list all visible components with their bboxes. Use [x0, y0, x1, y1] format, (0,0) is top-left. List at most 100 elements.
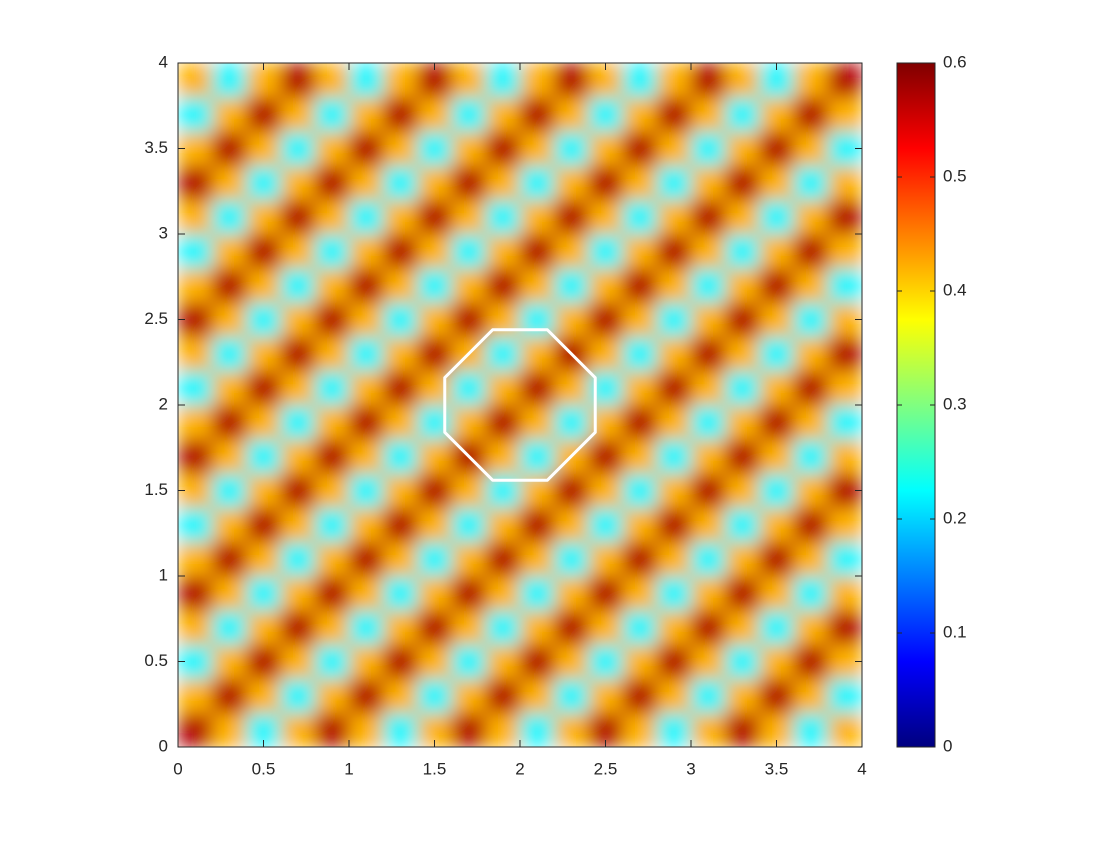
heat-cell	[314, 370, 350, 406]
heat-cell	[314, 439, 350, 474]
heat-cell	[280, 439, 316, 474]
heat-cell	[759, 199, 795, 235]
heat-cell	[485, 336, 521, 372]
heat-cell	[656, 336, 692, 372]
heat-cell	[691, 370, 726, 406]
colorbar-tick-label: 0	[943, 736, 952, 755]
y-tick-label: 1	[159, 565, 168, 584]
heat-cell	[246, 541, 282, 577]
heat-cell	[314, 302, 350, 338]
heat-cell	[691, 610, 726, 645]
heat-cell	[793, 234, 829, 269]
heat-cell	[656, 712, 692, 747]
heat-cell	[759, 678, 795, 714]
heat-cell	[759, 610, 795, 645]
heat-cell	[725, 97, 760, 132]
heat-cell	[691, 165, 726, 201]
heat-cell	[827, 63, 862, 98]
heat-cell	[280, 165, 316, 201]
heat-cell	[520, 370, 555, 406]
heat-cell	[827, 678, 862, 714]
heat-cell	[280, 131, 316, 167]
heat-cell	[793, 370, 829, 406]
heat-cell	[554, 97, 589, 132]
heat-cell	[212, 644, 247, 680]
heat-cell	[520, 405, 555, 440]
heat-cell	[622, 405, 658, 440]
heat-cell	[178, 439, 213, 474]
heat-cell	[622, 268, 658, 303]
heat-cell	[314, 541, 350, 577]
heat-cell	[759, 97, 795, 132]
heat-cell	[485, 370, 521, 406]
heat-cell	[588, 268, 624, 303]
heat-cell	[212, 576, 247, 611]
heat-cell	[622, 131, 658, 167]
heat-cell	[622, 507, 658, 543]
heat-cell	[554, 302, 589, 338]
heat-cell	[178, 336, 213, 372]
heat-cell	[417, 302, 453, 338]
heat-cell	[212, 678, 247, 714]
heat-cell	[520, 165, 555, 201]
plot-area	[178, 63, 862, 747]
heat-cell	[759, 576, 795, 611]
heat-cell	[451, 473, 487, 509]
heat-cell	[178, 234, 213, 269]
heat-cell	[246, 302, 282, 338]
heat-cell	[314, 63, 350, 98]
heat-cell	[759, 405, 795, 440]
x-tick-label: 2.5	[594, 759, 618, 778]
heat-cell	[588, 439, 624, 474]
heat-cell	[349, 473, 384, 509]
heat-cell	[554, 541, 589, 577]
heat-cell	[554, 610, 589, 645]
heat-cell	[622, 576, 658, 611]
heat-cell	[588, 97, 624, 132]
heat-cell	[451, 678, 487, 714]
heat-cell	[622, 165, 658, 201]
heat-cell	[725, 165, 760, 201]
heat-cell	[485, 541, 521, 577]
x-tick-label: 1.5	[423, 759, 447, 778]
heat-cell	[793, 199, 829, 235]
heat-cell	[656, 165, 692, 201]
heat-cell	[314, 405, 350, 440]
heat-cell	[451, 199, 487, 235]
heat-cell	[793, 507, 829, 543]
heat-cell	[383, 473, 418, 509]
heat-cell	[383, 199, 418, 235]
x-tick-label: 0.5	[252, 759, 276, 778]
heat-cell	[280, 199, 316, 235]
heat-cell	[793, 268, 829, 303]
heat-cell	[827, 610, 862, 645]
heat-cell	[520, 712, 555, 747]
heat-cell	[759, 165, 795, 201]
heat-cell	[520, 610, 555, 645]
heat-cell	[349, 712, 384, 747]
heat-cell	[725, 473, 760, 509]
heat-cell	[656, 678, 692, 714]
heat-cell	[588, 165, 624, 201]
heat-cell	[520, 541, 555, 577]
heat-cell	[588, 644, 624, 680]
heat-cell	[383, 131, 418, 167]
heat-cell	[417, 97, 453, 132]
heatmap	[178, 63, 862, 747]
colorbar-tick-label: 0.6	[943, 52, 967, 71]
heat-cell	[280, 268, 316, 303]
colorbar-tick-label: 0.2	[943, 508, 967, 527]
heat-cell	[622, 63, 658, 98]
heat-cell	[417, 234, 453, 269]
heat-cell	[280, 370, 316, 406]
heat-cell	[212, 234, 247, 269]
heat-cell	[725, 63, 760, 98]
heat-cell	[280, 644, 316, 680]
heat-cell	[178, 678, 213, 714]
heat-cell	[520, 234, 555, 269]
heat-cell	[246, 439, 282, 474]
heat-cell	[725, 610, 760, 645]
heat-cell	[554, 199, 589, 235]
heat-cell	[246, 610, 282, 645]
